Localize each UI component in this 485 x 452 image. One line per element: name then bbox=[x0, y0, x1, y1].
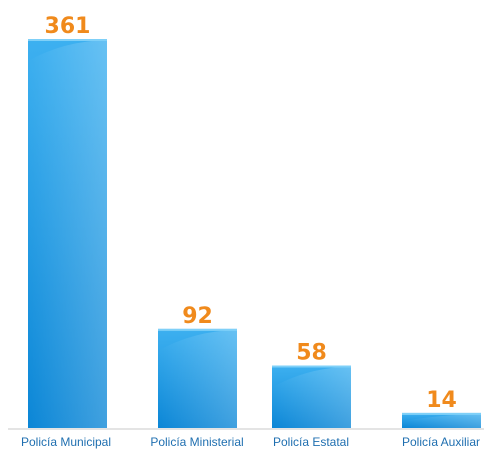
bar-top-edge bbox=[272, 365, 351, 368]
bars-group bbox=[28, 39, 481, 428]
value-label: 58 bbox=[296, 341, 327, 366]
bar-top-edge bbox=[158, 328, 237, 331]
value-labels-group: 361 92 58 14 bbox=[45, 14, 457, 413]
category-label: Policía Auxiliar bbox=[402, 435, 480, 449]
category-label: Policía Estatal bbox=[273, 435, 349, 449]
category-label: Policía Ministerial bbox=[150, 435, 243, 449]
bar bbox=[158, 328, 237, 428]
value-label: 14 bbox=[426, 388, 457, 413]
value-label: 92 bbox=[182, 304, 213, 329]
bar bbox=[402, 412, 481, 428]
bar bbox=[28, 39, 107, 428]
category-labels-group: Policía Municipal Policía Ministerial Poli… bbox=[21, 435, 480, 449]
bar-highlight bbox=[28, 40, 107, 428]
bar-highlight bbox=[402, 413, 481, 428]
bar-top-edge bbox=[28, 39, 107, 41]
bar bbox=[272, 365, 351, 428]
bar-highlight bbox=[158, 329, 237, 428]
bar-top-edge bbox=[402, 412, 481, 415]
bar-highlight bbox=[272, 366, 351, 428]
category-label: Policía Municipal bbox=[21, 435, 111, 449]
value-label: 361 bbox=[45, 14, 91, 39]
